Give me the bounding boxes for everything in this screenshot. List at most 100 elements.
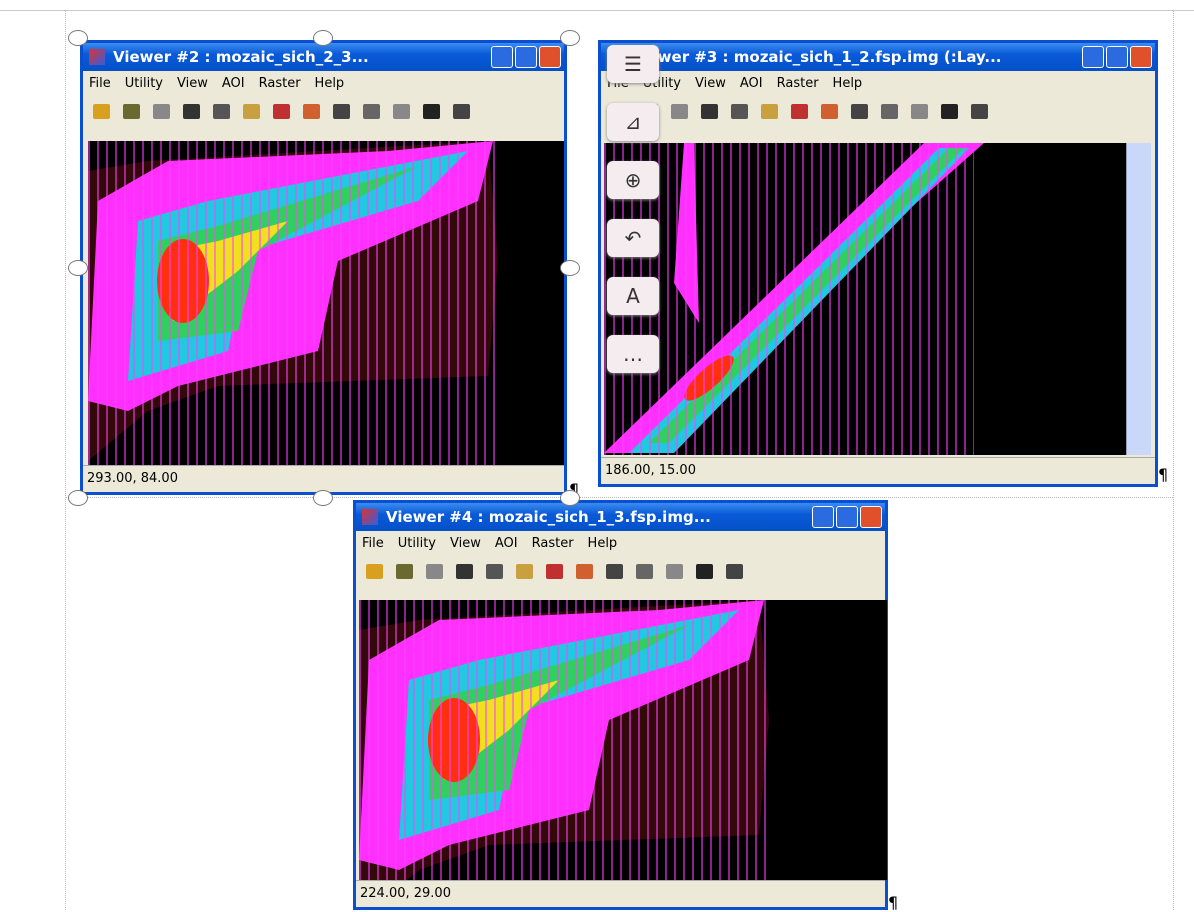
tool-button[interactable]: [911, 104, 928, 119]
menu-item[interactable]: Raster: [532, 536, 574, 551]
tool-button[interactable]: [821, 104, 838, 119]
toolbar: [356, 555, 885, 587]
tool-button[interactable]: [303, 104, 320, 119]
tool-button[interactable]: [453, 104, 470, 119]
tool-button[interactable]: [426, 564, 443, 579]
tool-button[interactable]: [726, 564, 743, 579]
tool-button[interactable]: [791, 104, 808, 119]
tool-button[interactable]: [666, 564, 683, 579]
selection-handle[interactable]: [68, 30, 88, 46]
scrollbar[interactable]: [1126, 143, 1151, 455]
tool-button[interactable]: [363, 104, 380, 119]
tool-button[interactable]: [546, 564, 563, 579]
minimize-button[interactable]: [812, 506, 834, 528]
close-button[interactable]: [539, 46, 561, 68]
menu-item[interactable]: Help: [833, 76, 863, 91]
selection-handle[interactable]: [313, 30, 333, 46]
tool-button[interactable]: [731, 104, 748, 119]
app-icon: [362, 509, 378, 525]
viewer-window: Viewer #2 : mozaic_sich_2_3...File Utilit…: [80, 40, 567, 495]
maximize-button[interactable]: [1106, 46, 1128, 68]
selection-handle[interactable]: [560, 30, 580, 46]
menu-item[interactable]: Help: [315, 76, 345, 91]
tool-button[interactable]: [153, 104, 170, 119]
maximize-button[interactable]: [836, 506, 858, 528]
tool-button[interactable]: [636, 564, 653, 579]
tool-button[interactable]: [396, 564, 413, 579]
minimize-button[interactable]: [491, 46, 513, 68]
title-bar: Viewer #4 : mozaic_sich_1_3.fsp.img...: [356, 503, 885, 531]
viewer-window: Viewer #3 : mozaic_sich_1_2.fsp.img (:La…: [598, 40, 1158, 487]
close-button[interactable]: [860, 506, 882, 528]
menu-item[interactable]: Raster: [259, 76, 301, 91]
status-bar: 224.00, 29.00: [356, 880, 885, 907]
tool-button[interactable]: [243, 104, 260, 119]
tool-button[interactable]: [393, 104, 410, 119]
page-margin: [65, 497, 1173, 498]
selection-handle[interactable]: [68, 260, 88, 276]
menu-bar: File Utility View AOI Raster Help: [83, 71, 564, 95]
status-bar: 293.00, 84.00: [83, 465, 564, 492]
menu-item[interactable]: AOI: [222, 76, 245, 91]
menu-item[interactable]: Raster: [777, 76, 819, 91]
tool-button[interactable]: [366, 564, 383, 579]
tool-button[interactable]: [123, 104, 140, 119]
tool-button[interactable]: [606, 564, 623, 579]
tool-button[interactable]: [671, 104, 688, 119]
close-button[interactable]: [1130, 46, 1152, 68]
tool-button[interactable]: [273, 104, 290, 119]
menu-item[interactable]: View: [695, 76, 726, 91]
tool-button[interactable]: [696, 564, 713, 579]
tool-button[interactable]: [576, 564, 593, 579]
menu-item[interactable]: Utility: [125, 76, 163, 91]
tool-button[interactable]: [941, 104, 958, 119]
tool-button[interactable]: [486, 564, 503, 579]
tool-button[interactable]: [456, 564, 473, 579]
maximize-button[interactable]: [515, 46, 537, 68]
tool-button[interactable]: [213, 104, 230, 119]
tool-button[interactable]: [761, 104, 778, 119]
tool-button[interactable]: [971, 104, 988, 119]
selection-handle[interactable]: [560, 260, 580, 276]
float-button[interactable]: ☰: [607, 45, 659, 83]
paragraph-mark: ¶: [888, 893, 898, 912]
tool-button[interactable]: [333, 104, 350, 119]
menu-item[interactable]: View: [177, 76, 208, 91]
tool-button[interactable]: [423, 104, 440, 119]
tool-button[interactable]: [183, 104, 200, 119]
tool-button[interactable]: [881, 104, 898, 119]
minimize-button[interactable]: [1082, 46, 1104, 68]
tool-button[interactable]: [701, 104, 718, 119]
window-title: Viewer #2 : mozaic_sich_2_3...: [113, 48, 369, 66]
float-button[interactable]: …: [607, 335, 659, 373]
menu-item[interactable]: File: [362, 536, 384, 551]
tool-button[interactable]: [516, 564, 533, 579]
float-button[interactable]: ↶: [607, 219, 659, 257]
menu-item[interactable]: View: [450, 536, 481, 551]
window-buttons: [491, 46, 561, 68]
tool-button[interactable]: [93, 104, 110, 119]
menu-item[interactable]: AOI: [495, 536, 518, 551]
menu-bar: File Utility View AOI Raster Help: [356, 531, 885, 555]
menu-item[interactable]: Help: [588, 536, 618, 551]
selection-handle[interactable]: [68, 490, 88, 506]
selection-handle[interactable]: [560, 490, 580, 506]
menu-item[interactable]: File: [89, 76, 111, 91]
selection-handle[interactable]: [313, 490, 333, 506]
window-buttons: [812, 506, 882, 528]
page-margin: [65, 10, 66, 910]
raster-image: [359, 600, 887, 880]
toolbar: [601, 95, 1155, 127]
float-button[interactable]: ⊕: [607, 161, 659, 199]
window-title: Viewer #3 : mozaic_sich_1_2.fsp.img (:La…: [631, 48, 1001, 66]
page-margin: [1173, 10, 1174, 910]
title-bar: Viewer #2 : mozaic_sich_2_3...: [83, 43, 564, 71]
menu-item[interactable]: Utility: [398, 536, 436, 551]
float-button[interactable]: A: [607, 277, 659, 315]
tool-button[interactable]: [851, 104, 868, 119]
window-buttons: [1082, 46, 1152, 68]
menu-item[interactable]: AOI: [740, 76, 763, 91]
float-button[interactable]: ⊿: [607, 103, 659, 141]
image-area: [359, 600, 887, 880]
